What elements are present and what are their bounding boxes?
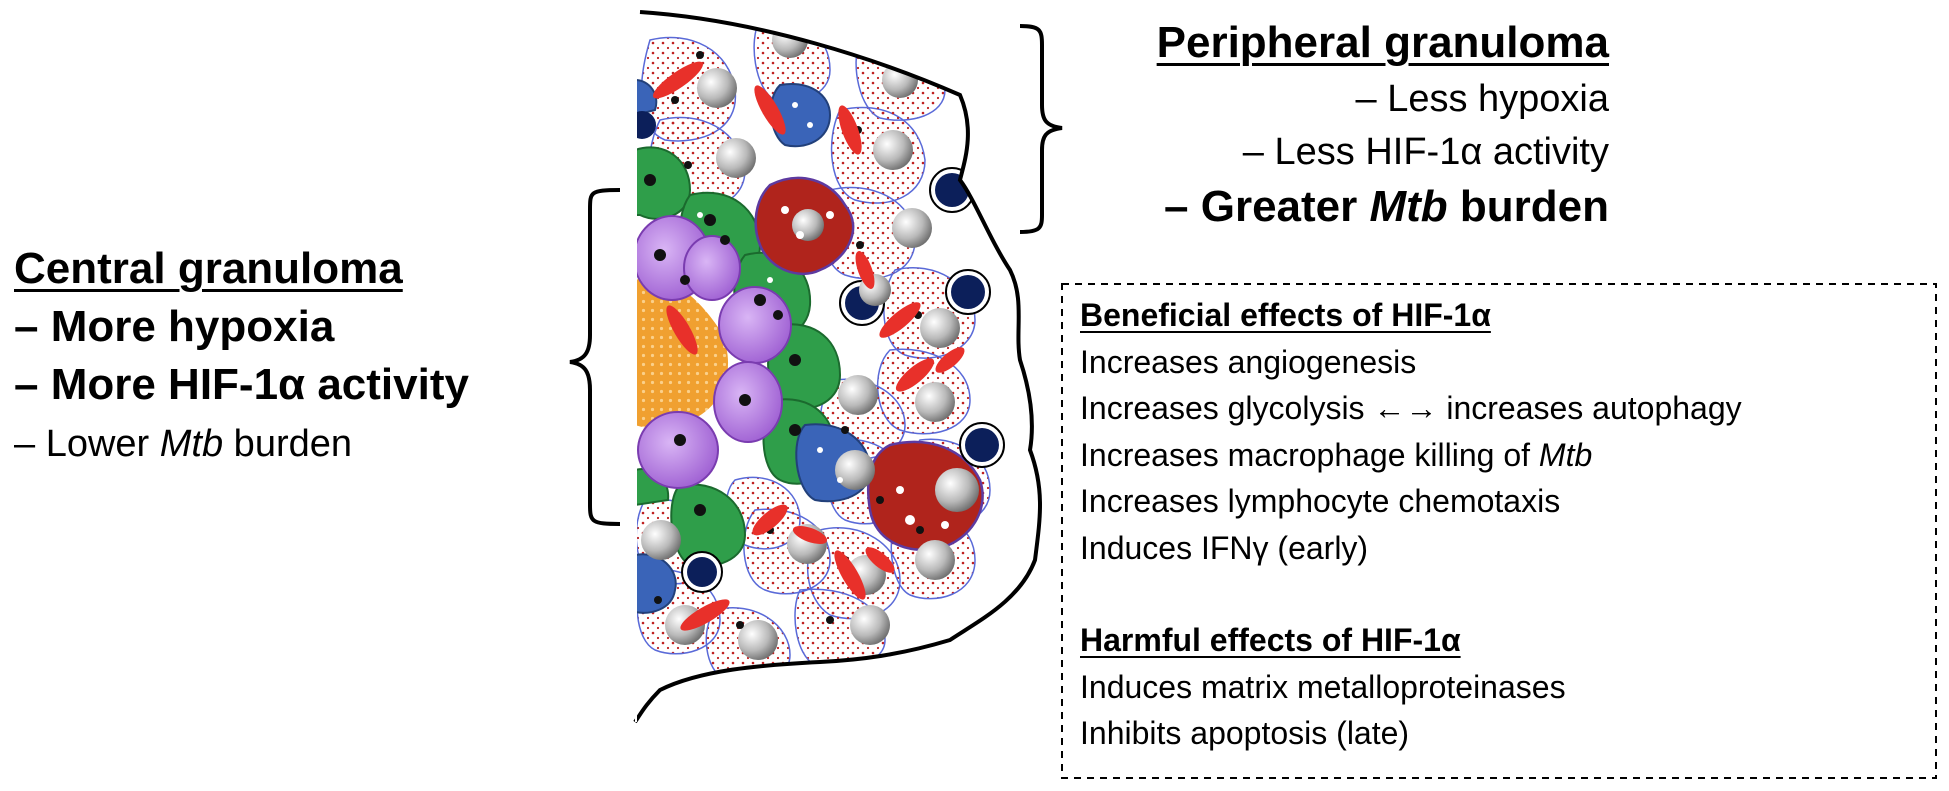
- central-bracket: [569, 188, 621, 526]
- effects-panel: Beneficial effects of HIF-1α Increases a…: [1080, 292, 1742, 757]
- peripheral-item-2: – Less HIF-1α activity: [1242, 131, 1609, 173]
- harmful-item-2: Inhibits apoptosis (late): [1080, 715, 1410, 751]
- beneficial-item-1: Increases angiogenesis: [1080, 343, 1417, 380]
- beneficial-effects-title: Beneficial effects of HIF-1α: [1080, 297, 1491, 333]
- macrophage-nuclei: [641, 22, 979, 660]
- granuloma-body: [635, 12, 1040, 722]
- granuloma-outline: [633, 10, 1042, 724]
- effects-box: [1061, 283, 1937, 779]
- harmful-item-1: Induces matrix metalloproteinases: [1080, 668, 1566, 705]
- peripheral-item-3: – Greater Mtb burden: [1164, 182, 1609, 231]
- central-item-1: – More hypoxia: [14, 302, 335, 351]
- central-item-3: – Lower Mtb burden: [14, 423, 353, 465]
- inclusions: [697, 102, 949, 529]
- peripheral-granuloma-title: Peripheral granuloma: [1156, 18, 1609, 67]
- necrotic-core: [635, 278, 729, 429]
- beneficial-item-5: Induces IFNγ (early): [1080, 529, 1369, 566]
- red-blood-cells: [653, 61, 965, 631]
- central-item-2: – More HIF-1α activity: [14, 360, 469, 409]
- beneficial-item-4: Increases lymphocyte chemotaxis: [1080, 483, 1561, 519]
- lymphocytes: [635, 111, 1005, 593]
- beneficial-item-2: Increases glycolysis ←→ increases autoph…: [1080, 390, 1742, 426]
- beneficial-item-3: Increases macrophage killing of Mtb: [1080, 436, 1593, 473]
- bidirectional-arrow-icon: ←→: [1373, 390, 1438, 426]
- harmful-effects-title: Harmful effects of HIF-1α: [1080, 622, 1461, 658]
- peripheral-item-1: – Less hypoxia: [1355, 78, 1609, 120]
- central-granuloma-title: Central granuloma: [14, 244, 403, 293]
- peripheral-bracket: [1019, 24, 1063, 234]
